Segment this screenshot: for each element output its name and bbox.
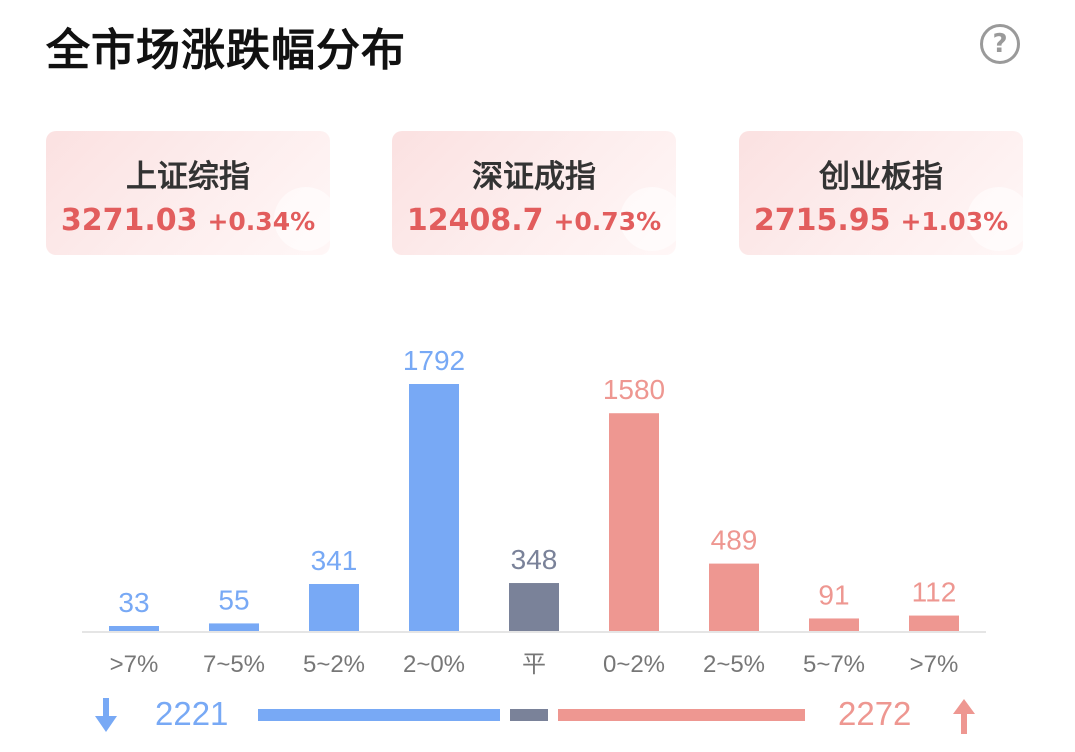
category-label: 5~2% — [303, 651, 365, 678]
category-label: >7% — [110, 651, 159, 678]
bar-4 — [509, 583, 559, 631]
arrow-up-icon — [953, 699, 975, 734]
trend-up-icon: ↗ — [973, 207, 995, 237]
index-name: 创业板指 — [819, 159, 943, 195]
page-title: 全市场涨跌幅分布 — [46, 25, 406, 76]
bar-0 — [109, 626, 159, 631]
bar-7 — [809, 618, 859, 631]
index-card-chinext[interactable]: ↗ 创业板指 2715.95 +1.03% — [739, 131, 1023, 255]
category-label: 平 — [522, 651, 546, 678]
distribution-bar-chart: 33 >7% 55 7~5% 341 5~2% 1792 2~0% 348 平 1580 0~2% 48… — [82, 345, 986, 678]
index-change: +0.73% — [553, 207, 662, 236]
bar-6 — [709, 563, 759, 631]
category-label: >7% — [910, 651, 959, 678]
bar-value-label: 489 — [711, 525, 758, 556]
index-card-shenzhen[interactable]: ↗ 深证成指 12408.7 +0.73% — [392, 131, 676, 255]
bar-8 — [909, 615, 959, 631]
bar-3 — [409, 384, 459, 631]
bar-value-label: 33 — [118, 587, 149, 618]
bar-value-label: 1580 — [603, 374, 665, 405]
question-circle-icon[interactable]: ? — [980, 24, 1020, 64]
card-decoration — [967, 187, 1023, 251]
index-value: 2715.95 — [753, 203, 891, 238]
bar-value-label: 348 — [511, 544, 558, 575]
index-name: 上证综指 — [126, 159, 250, 195]
index-name: 深证成指 — [472, 159, 596, 195]
flat-ratio-bar — [509, 709, 548, 721]
bar-2 — [309, 583, 359, 631]
bar-5 — [609, 413, 659, 631]
card-decoration — [620, 187, 676, 251]
down-ratio-bar — [258, 709, 500, 721]
index-value: 3271.03 — [60, 203, 198, 238]
arrow-down-icon — [95, 698, 117, 732]
up-ratio-bar — [557, 709, 805, 721]
index-card-shanghai[interactable]: ↗ 上证综指 3271.03 +0.34% — [46, 131, 330, 255]
category-label: 5~7% — [803, 651, 865, 678]
down-total: 2221 — [155, 695, 229, 732]
category-label: 2~5% — [703, 651, 765, 678]
up-total: 2272 — [838, 695, 912, 732]
index-change: +0.34% — [207, 207, 316, 236]
bar-value-label: 55 — [218, 584, 249, 615]
index-value: 12408.7 — [406, 203, 544, 238]
bar-value-label: 1792 — [403, 345, 465, 376]
trend-up-icon: ↗ — [280, 207, 302, 237]
card-decoration — [274, 187, 330, 251]
category-label: 0~2% — [603, 651, 665, 678]
bar-1 — [209, 623, 259, 631]
trend-up-icon: ↗ — [626, 207, 648, 237]
bar-value-label: 91 — [818, 579, 849, 610]
index-change: +1.03% — [900, 207, 1009, 236]
bar-value-label: 341 — [311, 545, 358, 576]
category-label: 2~0% — [403, 651, 465, 678]
bar-value-label: 112 — [912, 577, 957, 608]
category-label: 7~5% — [203, 651, 265, 678]
